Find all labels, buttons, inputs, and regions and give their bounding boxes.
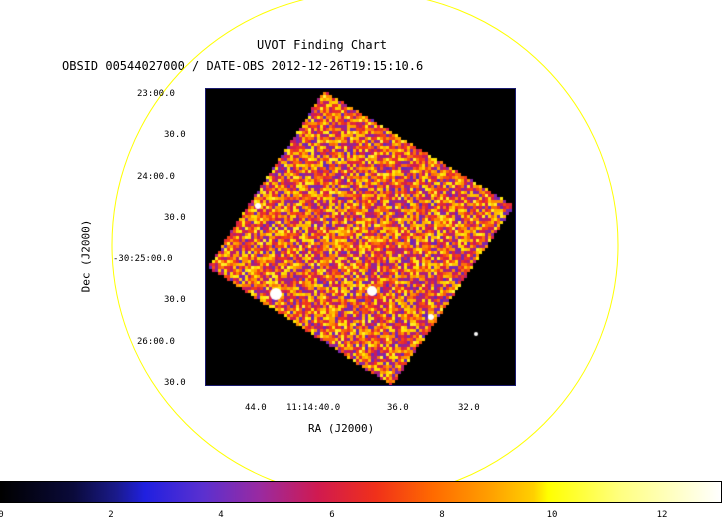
ra-tick-label: 44.0 [245, 403, 267, 413]
chart-title: UVOT Finding Chart [256, 38, 388, 52]
dec-tick-label: 30.0 [164, 130, 186, 140]
dec-tick-label: 30.0 [164, 213, 186, 223]
finding-chart-image [205, 88, 516, 386]
dec-tick-label: 30.0 [164, 295, 186, 305]
colorbar-tick-label: 10 [546, 510, 558, 520]
dec-tick-label: -30:25:00.0 [113, 254, 173, 264]
colorbar-tick-label: 6 [329, 510, 335, 520]
dec-tick-label: 23:00.0 [137, 89, 175, 99]
y-axis-label: Dec (J2000) [79, 219, 93, 293]
dec-tick-label: 24:00.0 [137, 172, 175, 182]
x-axis-label: RA (J2000) [308, 422, 375, 435]
colorbar [0, 481, 722, 503]
ra-tick-label: 11:14:40.0 [286, 403, 341, 413]
colorbar-tick-label: 2 [108, 510, 114, 520]
colorbar-tick-label: 8 [439, 510, 445, 520]
colorbar-tick-label: 0 [0, 510, 4, 520]
ra-tick-label: 32.0 [458, 403, 480, 413]
dec-tick-label: 30.0 [164, 378, 186, 388]
uvot-image-canvas [206, 89, 515, 385]
chart-subtitle: OBSID 00544027000 / DATE-OBS 2012-12-26T… [62, 59, 424, 73]
colorbar-tick-label: 4 [218, 510, 224, 520]
ra-tick-label: 36.0 [387, 403, 409, 413]
dec-tick-label: 26:00.0 [137, 337, 175, 347]
colorbar-tick-label: 12 [656, 510, 668, 520]
